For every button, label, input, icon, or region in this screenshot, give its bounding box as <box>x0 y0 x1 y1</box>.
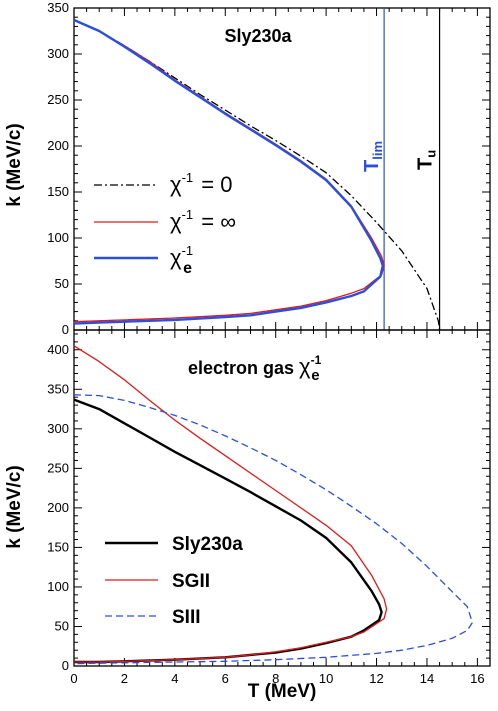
vline-label-tlim: Tlim <box>361 141 385 172</box>
x-tick-label: 2 <box>121 671 128 686</box>
top-panel-title: Sly230a <box>224 26 292 46</box>
panel-1-y-tick-label: 200 <box>47 500 69 515</box>
bottom-panel: 0 2 4 6 8 10 12 14 16 0 50 100 150 200 250 300 350 400 ele… <box>47 329 491 686</box>
panel-1-series-2-line <box>73 394 474 665</box>
panel-1-y-tick-label: 250 <box>47 460 69 475</box>
panel-1-y-tick-label: 0 <box>62 658 69 673</box>
top-legend-label: χ-1 = ∞ <box>170 207 236 234</box>
x-axis-label: T (MeV) <box>248 681 317 702</box>
bottom-y-axis-label: k (MeV/c) <box>4 465 25 548</box>
x-tick-label: 0 <box>70 671 77 686</box>
panel-0-series-1-line <box>73 19 385 323</box>
top-legend-label: χ-1 = 0 <box>170 170 232 197</box>
x-tick-label: 16 <box>470 671 484 686</box>
bottom-legend-label: SGII <box>172 571 210 592</box>
bottom-legend-label: Sly230a <box>172 534 243 555</box>
top-legend-label: χ-1 e <box>170 243 193 277</box>
panel-1-y-tick-label: 350 <box>47 381 69 396</box>
panel-1-series-1-line <box>73 345 388 663</box>
panel-0-y-tick-label: 350 <box>47 0 69 15</box>
panel-1-y-tick-label: 300 <box>47 421 69 436</box>
bottom-panel-title: electron gas χ-1 e <box>188 353 322 384</box>
panel-0-y-tick-label: 50 <box>55 276 69 291</box>
vline-label-tu: Tu <box>415 150 439 170</box>
x-tick-label: 6 <box>222 671 229 686</box>
panel-1-series-0-line <box>73 398 383 664</box>
panel-0-series-2-line <box>73 18 384 325</box>
panel-1-y-tick-label: 400 <box>47 342 69 357</box>
panel-1-y-tick-label: 100 <box>47 579 69 594</box>
x-tick-label: 8 <box>272 671 279 686</box>
x-tick-label: 14 <box>420 671 434 686</box>
panel-1-y-tick-label: 50 <box>55 618 69 633</box>
x-tick-label: 10 <box>319 671 333 686</box>
panel-0-y-tick-label: 0 <box>62 322 69 337</box>
panel-0-y-tick-label: 250 <box>47 92 69 107</box>
panel-0-y-tick-label: 300 <box>47 46 69 61</box>
panel-0-y-tick-label: 100 <box>47 230 69 245</box>
panel-0-y-tick-label: 200 <box>47 138 69 153</box>
top-panel: 0 50 100 150 200 250 300 350 Tlim Tu χ-1 = 0 χ-1 = … <box>47 0 491 337</box>
panel-1-y-tick-label: 150 <box>47 539 69 554</box>
panel-0-y-tick-label: 150 <box>47 184 69 199</box>
panel-0-series-0-line <box>73 19 441 331</box>
panel-1-frame <box>73 329 491 667</box>
top-y-axis-label: k (MeV/c) <box>4 123 25 206</box>
bottom-legend-label: SIII <box>172 607 201 628</box>
x-tick-label: 4 <box>171 671 178 686</box>
x-tick-label: 12 <box>369 671 383 686</box>
